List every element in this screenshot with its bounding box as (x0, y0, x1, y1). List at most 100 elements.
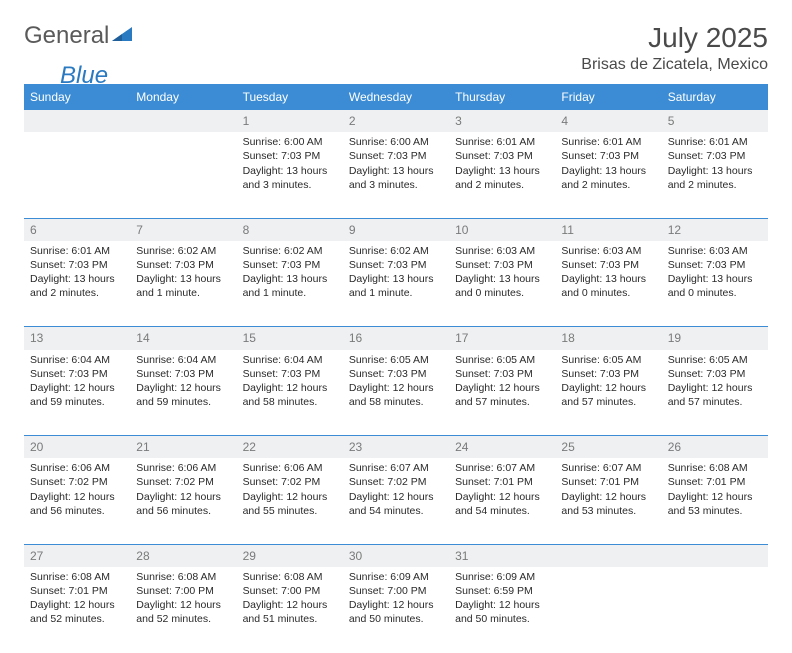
sunset-line: Sunset: 7:02 PM (349, 475, 443, 489)
day-header-tuesday: Tuesday (237, 85, 343, 110)
sunset-line: Sunset: 7:03 PM (349, 367, 443, 381)
day-info: Sunrise: 6:03 AMSunset: 7:03 PMDaylight:… (662, 241, 768, 327)
sunset-line: Sunset: 7:01 PM (668, 475, 762, 489)
sunrise-line: Sunrise: 6:07 AM (349, 461, 443, 475)
day-number: 24 (449, 436, 555, 459)
daylight-line: Daylight: 12 hours and 56 minutes. (136, 490, 230, 518)
day-number: 2 (343, 110, 449, 133)
day-info: Sunrise: 6:02 AMSunset: 7:03 PMDaylight:… (343, 241, 449, 327)
day-info: Sunrise: 6:04 AMSunset: 7:03 PMDaylight:… (24, 350, 130, 436)
daylight-line: Daylight: 12 hours and 58 minutes. (349, 381, 443, 409)
sunrise-line: Sunrise: 6:05 AM (349, 353, 443, 367)
day-info: Sunrise: 6:08 AMSunset: 7:00 PMDaylight:… (130, 567, 236, 653)
day-number: 23 (343, 436, 449, 459)
day-info: Sunrise: 6:08 AMSunset: 7:00 PMDaylight:… (237, 567, 343, 653)
sunrise-line: Sunrise: 6:05 AM (561, 353, 655, 367)
day-info: Sunrise: 6:05 AMSunset: 7:03 PMDaylight:… (662, 350, 768, 436)
daylight-line: Daylight: 13 hours and 1 minute. (243, 272, 337, 300)
sunrise-line: Sunrise: 6:09 AM (455, 570, 549, 584)
location: Brisas de Zicatela, Mexico (581, 56, 768, 74)
sunset-line: Sunset: 7:03 PM (561, 258, 655, 272)
day-header-thursday: Thursday (449, 85, 555, 110)
sunset-line: Sunset: 7:00 PM (243, 584, 337, 598)
daylight-line: Daylight: 12 hours and 51 minutes. (243, 598, 337, 626)
sunrise-line: Sunrise: 6:03 AM (455, 244, 549, 258)
day-info: Sunrise: 6:07 AMSunset: 7:02 PMDaylight:… (343, 458, 449, 544)
daylight-line: Daylight: 12 hours and 53 minutes. (668, 490, 762, 518)
day-info: Sunrise: 6:01 AMSunset: 7:03 PMDaylight:… (24, 241, 130, 327)
sunset-line: Sunset: 7:03 PM (243, 258, 337, 272)
day-number: 20 (24, 436, 130, 459)
daylight-line: Daylight: 13 hours and 2 minutes. (668, 164, 762, 192)
day-info: Sunrise: 6:02 AMSunset: 7:03 PMDaylight:… (130, 241, 236, 327)
daylight-line: Daylight: 13 hours and 1 minute. (349, 272, 443, 300)
sunset-line: Sunset: 7:01 PM (30, 584, 124, 598)
day-header-monday: Monday (130, 85, 236, 110)
day-info: Sunrise: 6:06 AMSunset: 7:02 PMDaylight:… (24, 458, 130, 544)
day-info (24, 132, 130, 218)
sunrise-line: Sunrise: 6:07 AM (455, 461, 549, 475)
daylight-line: Daylight: 13 hours and 2 minutes. (561, 164, 655, 192)
day-number: 6 (24, 218, 130, 241)
day-number: 15 (237, 327, 343, 350)
sunrise-line: Sunrise: 6:01 AM (455, 135, 549, 149)
sunrise-line: Sunrise: 6:08 AM (30, 570, 124, 584)
day-info: Sunrise: 6:05 AMSunset: 7:03 PMDaylight:… (555, 350, 661, 436)
sunset-line: Sunset: 7:02 PM (136, 475, 230, 489)
day-number: 19 (662, 327, 768, 350)
sunset-line: Sunset: 7:03 PM (561, 149, 655, 163)
sunset-line: Sunset: 7:02 PM (243, 475, 337, 489)
day-info: Sunrise: 6:00 AMSunset: 7:03 PMDaylight:… (237, 132, 343, 218)
day-info: Sunrise: 6:03 AMSunset: 7:03 PMDaylight:… (555, 241, 661, 327)
week-3-daynums: 20212223242526 (24, 436, 768, 459)
day-number (130, 110, 236, 133)
sunset-line: Sunset: 7:03 PM (561, 367, 655, 381)
day-header-wednesday: Wednesday (343, 85, 449, 110)
daylight-line: Daylight: 12 hours and 52 minutes. (30, 598, 124, 626)
daylight-line: Daylight: 12 hours and 54 minutes. (349, 490, 443, 518)
day-number: 18 (555, 327, 661, 350)
logo-word2: Blue (60, 62, 108, 90)
daylight-line: Daylight: 13 hours and 0 minutes. (455, 272, 549, 300)
week-2-info: Sunrise: 6:04 AMSunset: 7:03 PMDaylight:… (24, 350, 768, 436)
sunrise-line: Sunrise: 6:09 AM (349, 570, 443, 584)
day-info: Sunrise: 6:07 AMSunset: 7:01 PMDaylight:… (449, 458, 555, 544)
day-info: Sunrise: 6:04 AMSunset: 7:03 PMDaylight:… (237, 350, 343, 436)
day-number: 29 (237, 544, 343, 567)
sunrise-line: Sunrise: 6:08 AM (136, 570, 230, 584)
sunset-line: Sunset: 7:01 PM (561, 475, 655, 489)
day-info: Sunrise: 6:02 AMSunset: 7:03 PMDaylight:… (237, 241, 343, 327)
sunrise-line: Sunrise: 6:01 AM (668, 135, 762, 149)
day-info: Sunrise: 6:07 AMSunset: 7:01 PMDaylight:… (555, 458, 661, 544)
header: General July 2025 Brisas de Zicatela, Me… (24, 22, 768, 74)
sunrise-line: Sunrise: 6:03 AM (668, 244, 762, 258)
daylight-line: Daylight: 12 hours and 54 minutes. (455, 490, 549, 518)
day-number (555, 544, 661, 567)
day-number: 22 (237, 436, 343, 459)
sunrise-line: Sunrise: 6:01 AM (561, 135, 655, 149)
daylight-line: Daylight: 12 hours and 59 minutes. (136, 381, 230, 409)
daylight-line: Daylight: 13 hours and 3 minutes. (349, 164, 443, 192)
sunrise-line: Sunrise: 6:02 AM (243, 244, 337, 258)
week-4-info: Sunrise: 6:08 AMSunset: 7:01 PMDaylight:… (24, 567, 768, 653)
calendar-table: SundayMondayTuesdayWednesdayThursdayFrid… (24, 84, 768, 653)
daylight-line: Daylight: 12 hours and 59 minutes. (30, 381, 124, 409)
sunset-line: Sunset: 7:03 PM (30, 258, 124, 272)
sunset-line: Sunset: 7:03 PM (243, 149, 337, 163)
daylight-line: Daylight: 12 hours and 50 minutes. (455, 598, 549, 626)
daylight-line: Daylight: 12 hours and 53 minutes. (561, 490, 655, 518)
daylight-line: Daylight: 13 hours and 2 minutes. (455, 164, 549, 192)
day-number: 4 (555, 110, 661, 133)
day-info: Sunrise: 6:09 AMSunset: 6:59 PMDaylight:… (449, 567, 555, 653)
day-info: Sunrise: 6:09 AMSunset: 7:00 PMDaylight:… (343, 567, 449, 653)
sunrise-line: Sunrise: 6:08 AM (243, 570, 337, 584)
sunrise-line: Sunrise: 6:02 AM (349, 244, 443, 258)
day-info (555, 567, 661, 653)
day-number: 21 (130, 436, 236, 459)
week-3-info: Sunrise: 6:06 AMSunset: 7:02 PMDaylight:… (24, 458, 768, 544)
daylight-line: Daylight: 13 hours and 3 minutes. (243, 164, 337, 192)
logo: General (24, 22, 135, 50)
day-number: 14 (130, 327, 236, 350)
sunset-line: Sunset: 7:03 PM (668, 367, 762, 381)
day-info: Sunrise: 6:06 AMSunset: 7:02 PMDaylight:… (130, 458, 236, 544)
